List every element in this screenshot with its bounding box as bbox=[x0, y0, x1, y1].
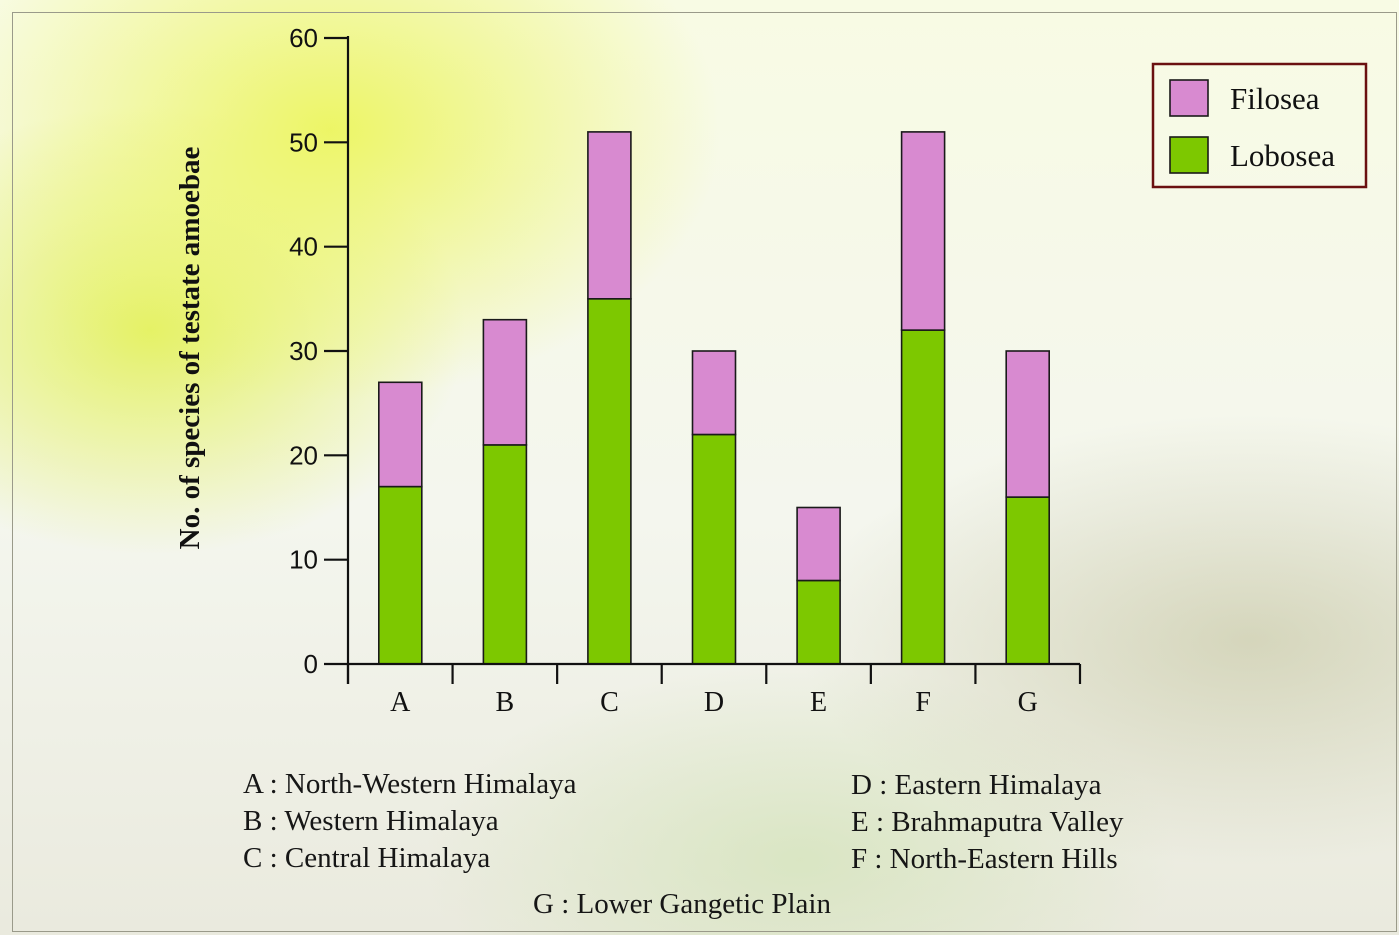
legend-swatch-filosea bbox=[1169, 79, 1209, 117]
legend-swatch-lobosea bbox=[1169, 136, 1209, 174]
bar-filosea-g bbox=[1005, 350, 1051, 498]
bar-filosea-a bbox=[377, 381, 423, 488]
bar-lobosea-b bbox=[482, 444, 528, 665]
x-tick-label-f: F bbox=[915, 687, 931, 718]
bar-lobosea-e bbox=[796, 579, 841, 665]
axes-layer: 0 10 20 30 40 50 60 A B C D E F G bbox=[289, 23, 1082, 718]
bar-filosea-e bbox=[796, 506, 841, 582]
bar-filosea-c bbox=[587, 131, 632, 300]
y-tick-label-60: 60 bbox=[289, 23, 318, 53]
y-tick-label-10: 10 bbox=[289, 545, 318, 575]
bar-lobosea-d bbox=[691, 433, 737, 665]
bar-lobosea-f bbox=[900, 329, 946, 665]
y-tick-label-40: 40 bbox=[289, 232, 318, 262]
bar-filosea-b bbox=[482, 318, 528, 446]
bar-lobosea-c bbox=[587, 297, 632, 665]
x-tick-label-g: G bbox=[1018, 687, 1038, 718]
y-tick-label-50: 50 bbox=[289, 127, 318, 157]
bar-filosea-d bbox=[691, 350, 737, 436]
bar-filosea-f bbox=[900, 131, 946, 331]
legend-label-filosea: Filosea bbox=[1230, 81, 1320, 116]
x-tick-label-d: D bbox=[704, 687, 724, 718]
y-axis-label: No. of species of testate amoebae bbox=[174, 147, 206, 550]
x-tick-label-b: B bbox=[496, 687, 515, 718]
y-tick-label-20: 20 bbox=[289, 440, 318, 470]
bar-lobosea-a bbox=[377, 485, 423, 665]
y-tick-label-30: 30 bbox=[289, 336, 318, 366]
x-tick-label-e: E bbox=[810, 687, 827, 718]
legend-box bbox=[1151, 62, 1368, 189]
bars-layer bbox=[377, 131, 1051, 665]
x-tick-label-c: C bbox=[600, 687, 619, 718]
legend: Filosea Lobosea bbox=[1151, 62, 1368, 189]
bar-lobosea-g bbox=[1005, 496, 1051, 665]
x-tick-label-a: A bbox=[390, 687, 411, 718]
legend-label-lobosea: Lobosea bbox=[1230, 138, 1335, 173]
y-tick-label-0: 0 bbox=[304, 649, 318, 679]
